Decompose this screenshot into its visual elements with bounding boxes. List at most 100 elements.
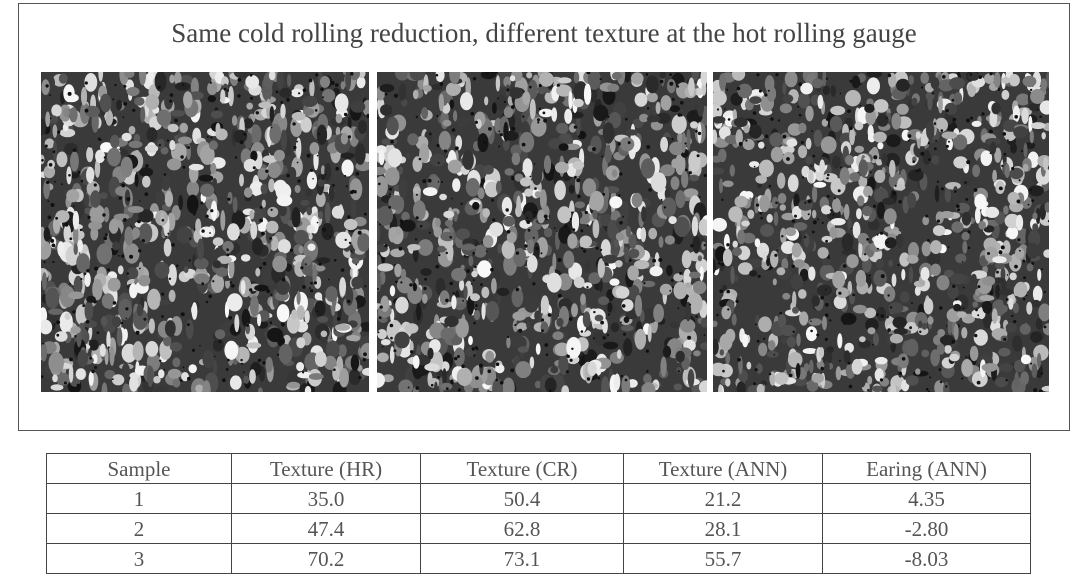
grain	[937, 344, 945, 355]
pore	[112, 378, 114, 380]
grain	[439, 131, 451, 151]
pore	[596, 247, 599, 250]
grain	[413, 90, 419, 99]
pore	[394, 94, 398, 98]
grain	[911, 98, 917, 106]
grain	[641, 206, 646, 222]
pore	[453, 292, 455, 294]
grain	[446, 82, 461, 96]
grain	[574, 72, 580, 83]
pore	[305, 263, 307, 265]
grain	[497, 244, 502, 254]
grain	[287, 382, 300, 389]
grain	[868, 327, 876, 334]
pore	[899, 372, 902, 375]
pore	[518, 329, 522, 333]
grain	[42, 272, 47, 290]
pore	[778, 119, 780, 121]
pore	[1023, 298, 1026, 301]
pore	[812, 231, 815, 234]
grain	[845, 90, 861, 106]
pore	[56, 320, 60, 324]
grain	[208, 95, 216, 102]
grain	[961, 359, 973, 377]
grain	[413, 200, 426, 221]
grain	[722, 285, 727, 291]
grain	[287, 74, 291, 87]
pore	[474, 266, 477, 269]
pore	[808, 213, 810, 215]
grain	[179, 123, 188, 133]
pore	[226, 253, 229, 256]
grain	[946, 138, 953, 150]
pore	[158, 86, 161, 89]
grain	[882, 198, 895, 205]
grain	[59, 73, 68, 83]
grain	[620, 137, 635, 151]
grain	[821, 136, 837, 154]
grain	[428, 378, 440, 388]
pore	[364, 285, 366, 287]
pore	[721, 199, 723, 201]
pore	[647, 107, 650, 110]
grain	[821, 258, 831, 265]
pore	[69, 358, 73, 362]
grain	[612, 72, 622, 80]
pore	[975, 309, 978, 312]
grain	[200, 227, 214, 238]
pore	[965, 198, 968, 201]
pore	[57, 131, 60, 134]
pore	[546, 353, 549, 356]
pore	[460, 203, 462, 205]
grain	[89, 340, 99, 351]
pore	[911, 302, 913, 304]
grain	[86, 147, 93, 163]
grain	[758, 142, 764, 149]
pore	[783, 135, 787, 139]
pore	[445, 299, 449, 303]
grain	[399, 83, 407, 100]
pore	[1031, 199, 1034, 202]
pore	[68, 174, 71, 177]
grain	[84, 194, 89, 207]
grain	[653, 304, 664, 323]
grain	[635, 93, 648, 107]
grain	[470, 293, 480, 301]
grain	[388, 148, 403, 167]
grain	[688, 78, 695, 97]
pore	[970, 73, 973, 76]
grain	[339, 368, 349, 387]
pore	[577, 195, 581, 199]
grain	[355, 143, 366, 165]
pore	[167, 233, 169, 235]
pore	[227, 198, 230, 201]
pore	[839, 360, 841, 362]
pore	[699, 196, 701, 198]
pore	[571, 348, 573, 350]
grain	[674, 282, 688, 300]
pore	[735, 300, 738, 303]
pore	[121, 255, 124, 258]
grain	[859, 336, 866, 342]
grain	[671, 176, 680, 190]
grain	[688, 369, 695, 388]
grain	[551, 107, 557, 121]
grain	[304, 310, 309, 323]
grain	[538, 86, 547, 95]
pore	[161, 293, 164, 296]
pore	[328, 279, 330, 281]
grain	[872, 386, 883, 392]
pore	[620, 322, 622, 324]
grain	[940, 211, 954, 218]
pore	[1011, 315, 1013, 317]
pore	[677, 307, 679, 309]
grain	[563, 251, 574, 269]
pore	[1003, 338, 1006, 341]
pore	[114, 84, 116, 86]
pore	[999, 250, 1003, 254]
pore	[981, 112, 984, 115]
pore	[219, 340, 222, 343]
pore	[282, 278, 286, 282]
pore	[271, 127, 273, 129]
grain	[241, 254, 251, 261]
